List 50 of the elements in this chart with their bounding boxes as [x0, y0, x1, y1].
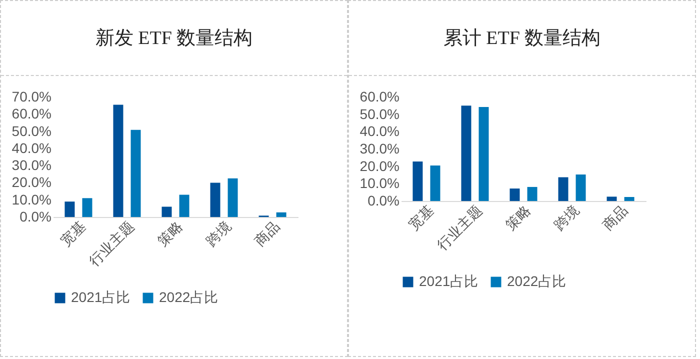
bar	[228, 178, 238, 217]
y-tick-label: 10.0%	[12, 191, 52, 208]
bar	[210, 182, 220, 217]
bar	[461, 106, 472, 201]
bar	[412, 161, 423, 201]
x-tick-label: 商品	[251, 218, 282, 250]
bar	[64, 202, 75, 217]
y-tick-label: 10.0%	[360, 175, 400, 192]
legend-label: 2021占比	[71, 289, 130, 305]
y-tick-label: 50.0%	[12, 122, 52, 139]
y-tick-label: 60.0%	[360, 88, 400, 104]
y-tick-label: 20.0%	[12, 174, 52, 190]
legend-label: 2022占比	[507, 273, 566, 289]
bar	[430, 165, 440, 201]
y-tick-label: 0.0%	[368, 192, 400, 208]
x-tick-label: 行业主题	[86, 218, 137, 269]
chart-title: 新发 ETF 数量结构	[1, 1, 347, 76]
y-tick-label: 70.0%	[12, 88, 52, 104]
y-tick-label: 60.0%	[12, 106, 52, 122]
bar	[527, 186, 538, 201]
legend-label: 2022占比	[159, 289, 218, 305]
x-tick-label: 宽基	[405, 202, 436, 234]
bar	[162, 206, 172, 217]
y-tick-label: 30.0%	[360, 140, 400, 156]
bar	[510, 188, 520, 201]
x-tick-label: 宽基	[57, 218, 88, 250]
bar	[130, 130, 141, 217]
y-tick-label: 40.0%	[12, 140, 52, 156]
bar	[478, 107, 489, 201]
bar	[624, 197, 634, 201]
legend-label: 2021占比	[419, 273, 478, 289]
y-tick-label: 0.0%	[20, 208, 52, 224]
bar	[276, 212, 286, 217]
bar	[576, 174, 586, 201]
x-tick-label: 策略	[154, 218, 186, 250]
y-tick-label: 30.0%	[12, 157, 52, 174]
y-tick-label: 20.0%	[360, 158, 400, 174]
y-tick-label: 40.0%	[360, 123, 400, 140]
chart-title: 累计 ETF 数量结构	[349, 1, 695, 76]
bar	[558, 177, 568, 201]
bar	[82, 198, 92, 217]
y-tick-label: 50.0%	[360, 106, 400, 122]
x-tick-label: 策略	[502, 202, 534, 234]
bar	[606, 196, 617, 201]
x-tick-label: 商品	[599, 202, 630, 234]
x-tick-label: 行业主题	[434, 202, 485, 253]
x-tick-label: 跨境	[550, 202, 582, 234]
bar	[179, 194, 190, 217]
bar	[113, 104, 124, 217]
x-tick-label: 跨境	[202, 218, 234, 250]
